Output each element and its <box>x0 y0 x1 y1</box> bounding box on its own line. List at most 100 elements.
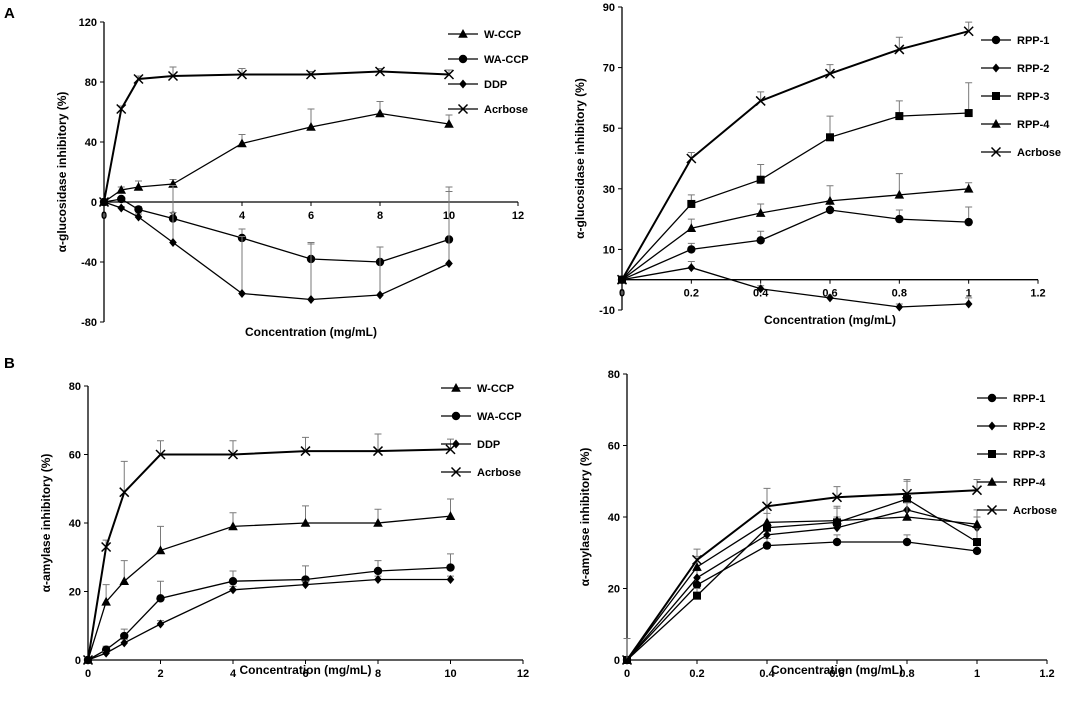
a-right-point-acrbose <box>963 26 974 37</box>
b-left-legend-marker-w-ccp <box>451 383 461 392</box>
b-right-legend-marker-rpp-2 <box>988 421 996 431</box>
a-right-legend-marker-rpp-2 <box>992 63 1000 73</box>
a-right-legend-marker-rpp-1 <box>991 35 1001 45</box>
a-left-legend: W-CCP WA-CCP DDP Acrbose <box>448 29 529 116</box>
a-left-point-w-ccp <box>306 122 316 131</box>
a-right-point-rpp-3 <box>895 112 904 121</box>
b-right-point-rpp-3 <box>903 495 911 504</box>
a-right-x-tick-label: 0.2 <box>684 288 699 300</box>
a-left-point-ddp <box>238 289 246 298</box>
a-left-legend-label: W-CCP <box>484 29 521 41</box>
b-left-point-w-ccp <box>155 545 166 555</box>
b-right-series-acrbose <box>621 478 983 666</box>
a-left-y-axis-title: α-glucosidase inhibitory (%) <box>55 92 69 253</box>
chart-a-right-alpha-glucosidase: -10103050709000.20.40.60.811.2Concentrat… <box>573 2 1061 327</box>
b-left-point-acrbose <box>101 541 112 553</box>
a-left-point-w-ccp <box>116 185 127 194</box>
b-left-point-ddp <box>374 575 382 585</box>
b-right-legend-label: RPP-1 <box>1013 393 1045 405</box>
a-left-point-acrbose <box>236 69 248 80</box>
a-right-legend-label: RPP-3 <box>1017 91 1049 103</box>
a-right-point-rpp-3 <box>826 133 834 142</box>
b-right-error-bar <box>693 548 701 560</box>
b-right-point-rpp-2 <box>763 530 771 540</box>
b-left-series-w-ccp <box>83 498 456 664</box>
a-right-point-rpp-4 <box>825 195 835 205</box>
b-right-point-rpp-1 <box>762 541 772 550</box>
b-right-point-acrbose <box>761 501 773 512</box>
b-right-legend: RPP-1 RPP-2 RPP-3 RPP-4 Acrbose <box>977 393 1057 517</box>
a-right-error-bar <box>965 82 973 114</box>
a-left-series-ddp <box>100 185 453 304</box>
a-right-x-tick-label: 0 <box>619 288 625 300</box>
b-left-point-w-ccp <box>300 518 311 527</box>
b-right-legend-marker-acrbose <box>986 504 998 516</box>
a-left-point-wa-ccp <box>134 205 143 214</box>
b-right-line-rpp-4 <box>626 516 978 661</box>
chart-b-left-alpha-amylase: 0 20 40 60 80 0 2 4 6 8 10 12 Concentration (mg/mL) α… <box>39 381 529 680</box>
b-right-point-rpp-4 <box>832 515 842 525</box>
a-right-point-rpp-4 <box>686 223 697 232</box>
b-left-legend: W-CCP WA-CCP DDP Acrbose <box>441 383 522 479</box>
b-left-y-tick-label: 60 <box>69 450 81 462</box>
b-left-point-ddp <box>102 648 110 658</box>
a-left-error-bar <box>238 236 246 294</box>
b-left-series-wa-ccp <box>83 553 455 665</box>
a-right-x-tick-label: 1.2 <box>1030 288 1045 300</box>
a-right-error-bar <box>757 91 765 101</box>
a-left-point-w-ccp <box>133 182 144 191</box>
b-right-x-tick-label: 0.2 <box>689 668 704 680</box>
b-right-point-rpp-4 <box>902 512 912 521</box>
b-right-series-rpp-1 <box>622 534 982 665</box>
b-left-x-tick-label: 6 <box>302 668 308 680</box>
b-right-point-rpp-1 <box>832 537 842 547</box>
b-right-y-tick-label: 0 <box>614 655 620 667</box>
b-right-point-rpp-4 <box>762 517 772 527</box>
b-left-legend-label: W-CCP <box>477 383 514 395</box>
a-left-point-w-ccp <box>444 119 454 128</box>
a-left-y-tick-label: -40 <box>81 257 97 269</box>
b-right-legend-label: RPP-3 <box>1013 449 1045 461</box>
b-left-error-bar <box>374 433 382 452</box>
a-right-point-rpp-3 <box>756 175 765 184</box>
b-left-line-w-ccp <box>87 515 451 661</box>
a-right-point-acrbose <box>755 95 766 106</box>
b-right-point-rpp-4 <box>972 519 982 528</box>
a-left-point-acrbose <box>305 69 317 80</box>
b-right-point-rpp-3 <box>973 538 981 547</box>
b-right-point-acrbose <box>971 485 983 496</box>
b-left-point-acrbose <box>82 654 94 666</box>
a-left-point-acrbose <box>98 196 110 208</box>
b-right-legend-label: Acrbose <box>1013 505 1057 517</box>
b-right-x-tick-label: 1 <box>974 668 980 680</box>
b-left-y-tick-label: 20 <box>69 587 81 599</box>
b-right-point-acrbose <box>901 488 913 499</box>
a-right-legend-marker-rpp-3 <box>992 92 1000 100</box>
a-right-error-bar <box>965 21 973 32</box>
b-left-error-bar <box>302 436 309 452</box>
b-right-x-tick-label: 0 <box>624 668 630 680</box>
a-left-y-tick-label: -80 <box>81 317 97 329</box>
b-right-line-rpp-2 <box>626 509 978 661</box>
b-right-line-rpp-1 <box>626 541 978 661</box>
b-right-x-axis-title: Concentration (mg/mL) <box>771 663 903 677</box>
a-right-error-bar <box>895 36 903 50</box>
a-left-series-w-ccp <box>99 101 454 206</box>
b-left-point-ddp <box>446 575 455 585</box>
a-right-point-rpp-2 <box>964 299 973 309</box>
a-left-series-acrbose <box>98 66 455 208</box>
b-left-point-acrbose <box>372 446 384 457</box>
b-left-point-wa-ccp <box>373 566 383 576</box>
b-right-x-tick-label: 0.8 <box>899 668 914 680</box>
a-left-point-acrbose <box>443 69 455 80</box>
a-left-point-ddp <box>376 290 384 300</box>
a-right-point-rpp-4 <box>755 208 766 217</box>
b-left-point-wa-ccp <box>446 563 455 572</box>
a-right-line-rpp-2 <box>621 266 969 308</box>
a-right-legend-marker-acrbose <box>990 146 1002 158</box>
a-right-line-rpp-1 <box>621 209 969 281</box>
a-left-line-w-ccp <box>103 112 450 203</box>
b-right-y-tick-label: 80 <box>608 369 620 381</box>
b-right-legend-label: RPP-2 <box>1013 421 1045 433</box>
